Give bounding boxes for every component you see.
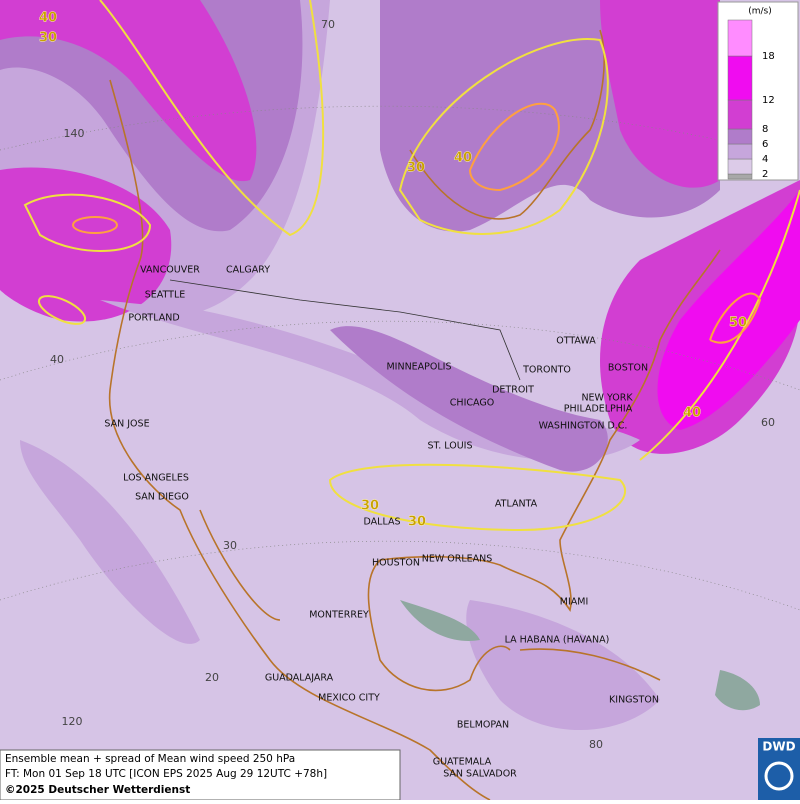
legend-label: 2 [762, 169, 768, 180]
city-label: ATLANTA [495, 499, 538, 510]
legend-label: 18 [762, 51, 775, 62]
grid-label: 140 [64, 127, 85, 140]
border [169, 279, 521, 381]
contour-label: 30 [361, 499, 379, 514]
city-label: NEW YORK [581, 393, 633, 404]
labels: VANCOUVER CALGARY SEATTLE PORTLAND MINNEAPOL… [39, 10, 775, 780]
contour-label: 30 [39, 31, 57, 46]
city-label: DALLAS [364, 517, 401, 528]
contour-label: 40 [39, 11, 57, 26]
legend-unit: (m/s) [748, 7, 772, 17]
grid-label: 30 [223, 539, 237, 552]
city-label: MONTERREY [309, 610, 369, 621]
city-label: KINGSTON [609, 695, 659, 706]
caption-line: ©2025 Deutscher Wetterdienst [5, 784, 190, 796]
legend-swatch [727, 19, 753, 57]
city-label: ST. LOUIS [428, 441, 473, 452]
grid-label: 20 [205, 671, 219, 684]
city-label: GUATEMALA [433, 757, 492, 768]
contour-label: 40 [683, 406, 701, 421]
caption-box [0, 749, 401, 801]
grid-label: 80 [589, 738, 603, 751]
graticule [0, 105, 800, 611]
logo: DWD [758, 738, 800, 800]
city-label: LA HABANA (HAVANA) [505, 635, 610, 646]
legend-label: 6 [762, 139, 768, 150]
legend-swatch [727, 143, 753, 160]
legend-swatch [727, 55, 753, 101]
city-label: GUADALAJARA [265, 673, 334, 684]
contour-label: 40 [454, 151, 472, 166]
city-label: OTTAWA [556, 336, 596, 347]
legend-label: 4 [762, 154, 768, 165]
city-label: CALGARY [226, 265, 270, 276]
city-label: MEXICO CITY [318, 693, 380, 704]
caption: Ensemble mean + spread of Mean wind spee… [0, 749, 401, 801]
legend-swatch [727, 99, 753, 130]
city-label: HOUSTON [372, 558, 420, 569]
legend-label: 12 [762, 95, 775, 106]
city-label: BELMOPAN [457, 720, 509, 731]
coastlines [108, 29, 721, 801]
legend-swatch [727, 173, 753, 180]
city-label: MIAMI [560, 597, 589, 608]
city-label: LOS ANGELES [123, 473, 189, 484]
city-label: SAN JOSE [104, 419, 149, 430]
city-label: CHICAGO [450, 398, 494, 409]
city-label: DETROIT [492, 385, 534, 396]
wind-field [0, 0, 800, 730]
legend-label: 8 [762, 124, 768, 135]
caption-line: FT: Mon 01 Sep 18 UTC [ICON EPS 2025 Aug… [5, 768, 327, 780]
city-label: MINNEAPOLIS [386, 362, 451, 373]
city-label: SEATTLE [145, 290, 186, 301]
city-label: SAN SALVADOR [443, 769, 517, 780]
contour-label: 50 [729, 316, 747, 331]
contour-label: 30 [408, 515, 426, 530]
city-label: TORONTO [522, 365, 571, 376]
city-label: SAN DIEGO [135, 492, 189, 503]
city-label: PORTLAND [128, 313, 179, 324]
grid-label: 120 [62, 715, 83, 728]
legend-swatch [727, 128, 753, 145]
grid-label: 60 [761, 416, 775, 429]
city-label: WASHINGTON D.C. [539, 421, 628, 432]
contours [23, 0, 800, 532]
legend-swatch [727, 158, 753, 175]
caption-line: Ensemble mean + spread of Mean wind spee… [5, 753, 295, 765]
city-label: PHILADELPHIA [564, 404, 633, 415]
city-label: BOSTON [608, 363, 648, 374]
city-label: NEW ORLEANS [422, 554, 493, 565]
contour-label: 30 [407, 161, 425, 176]
logo-text: DWD [762, 740, 795, 754]
city-label: VANCOUVER [140, 265, 200, 276]
grid-label: 40 [50, 353, 64, 366]
legend: (m/s) 2 4 6 8 12 18 [717, 1, 799, 181]
grid-label: 70 [321, 18, 335, 31]
logo-icon [764, 761, 794, 791]
